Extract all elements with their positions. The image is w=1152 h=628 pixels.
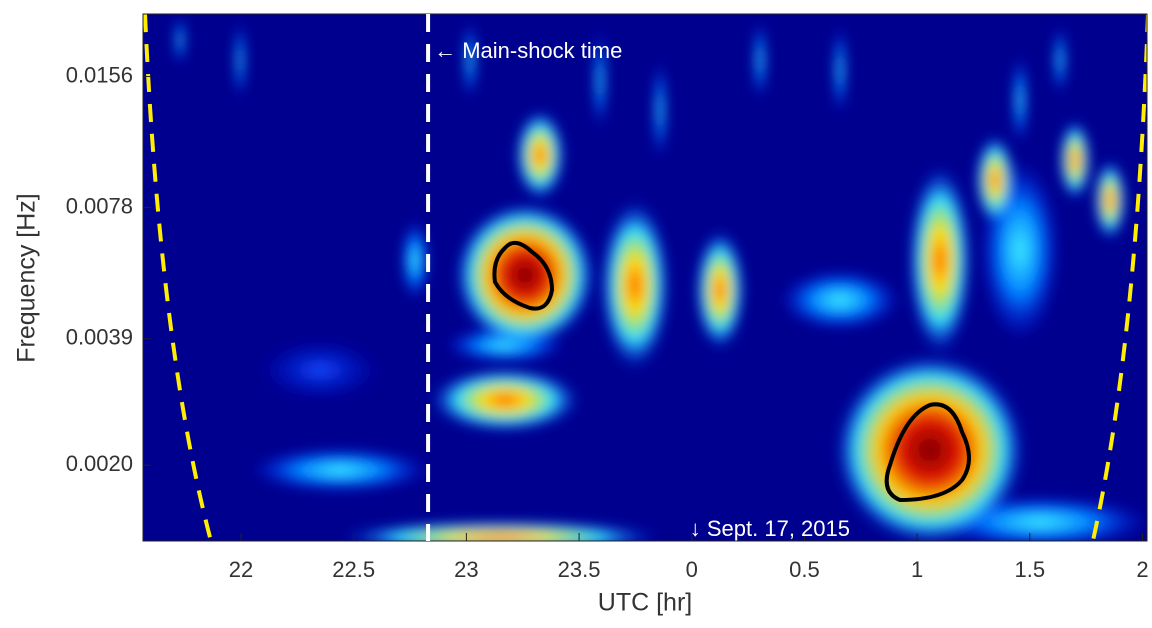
plot-frame — [142, 13, 1148, 542]
x-tick-label: 22 — [229, 557, 253, 582]
x-tick-label: 23.5 — [558, 557, 601, 582]
x-tick-label: 0 — [686, 557, 698, 582]
y-tick-label: 0.0039 — [66, 325, 133, 350]
annotation: ↓ Sept. 17, 2015 — [690, 516, 850, 541]
x-tick-label: 2 — [1136, 557, 1148, 582]
y-axis-label: Frequency [Hz] — [13, 193, 41, 363]
annotation: ← Main-shock time — [434, 38, 622, 63]
x-tick-label: 23 — [454, 557, 478, 582]
scalogram — [143, 14, 1147, 541]
x-tick-label: 0.5 — [789, 557, 820, 582]
y-tick-label: 0.0156 — [66, 62, 133, 87]
x-tick-label: 22.5 — [332, 557, 375, 582]
x-tick-label: 1 — [911, 557, 923, 582]
y-tick-label: 0.0020 — [66, 451, 133, 476]
y-tick-label: 0.0078 — [66, 193, 133, 218]
x-axis-label: UTC [hr] — [598, 589, 692, 617]
x-tick-label: 1.5 — [1015, 557, 1046, 582]
